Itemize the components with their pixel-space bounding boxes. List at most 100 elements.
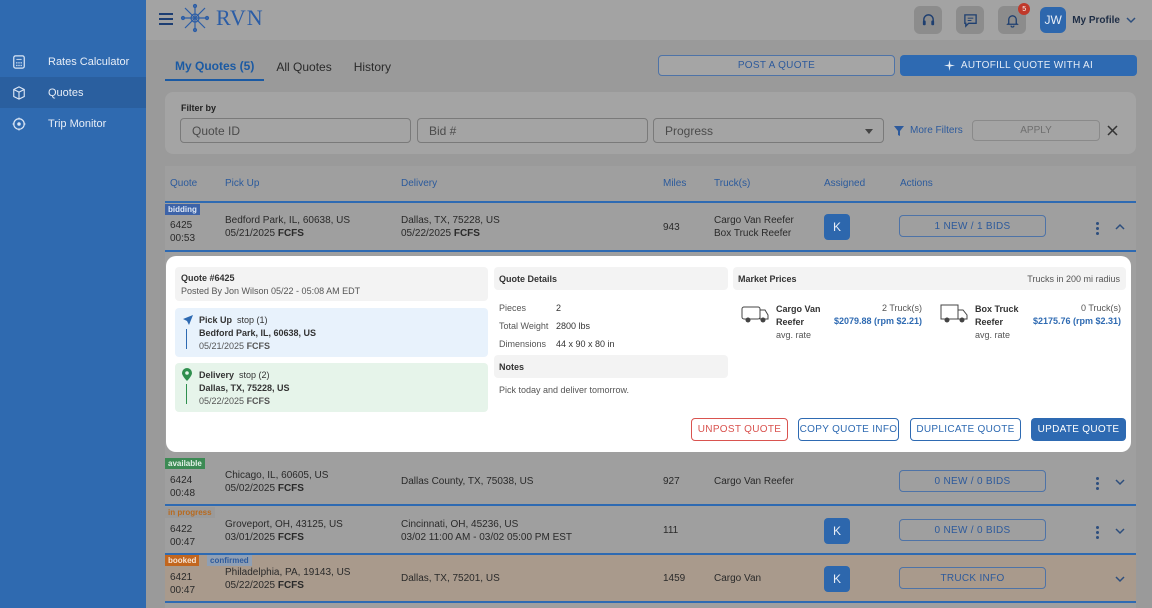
quote-id-input[interactable]: Quote ID [180, 118, 411, 143]
status-badge: booked [165, 555, 200, 566]
progress-select[interactable]: Progress [653, 118, 884, 143]
notes-header: Notes [494, 355, 728, 378]
pickup-date: 03/01/2025 FCFS [225, 532, 304, 543]
sidebar-item-trip-monitor[interactable]: Trip Monitor [0, 108, 146, 139]
more-filters-button[interactable]: More Filters [894, 125, 963, 136]
support-button[interactable] [914, 6, 943, 34]
truck-info-button[interactable]: TRUCK INFO [899, 567, 1046, 589]
copy-quote-info-button[interactable]: COPY QUOTE INFO [798, 418, 899, 441]
col-assigned[interactable]: Assigned [824, 178, 866, 189]
box-icon [13, 85, 25, 100]
apply-filters-button[interactable]: APPLY [972, 120, 1100, 141]
col-delivery[interactable]: Delivery [401, 178, 438, 189]
logo-icon [180, 3, 210, 33]
sparkle-icon [943, 60, 955, 71]
bids-button[interactable]: 1 NEW / 1 BIDS [899, 215, 1046, 237]
location-pin-icon [182, 368, 192, 381]
delivery-address: Dallas, TX, 75201, US [401, 573, 500, 584]
miles: 943 [663, 222, 680, 233]
quote-title: Quote #6425 [181, 273, 235, 283]
quote-id: 6422 [170, 524, 193, 535]
miles: 1459 [663, 573, 686, 584]
quote-id: 6424 [170, 475, 193, 486]
brand-name: RVN [216, 5, 264, 30]
delivery-label: Delivery stop (2) [199, 370, 270, 380]
pickup-date-value: 03/01/2025 [225, 532, 276, 543]
chat-icon [963, 13, 977, 28]
more-options-icon[interactable] [1096, 526, 1100, 541]
col-trucks[interactable]: Truck(s) [714, 178, 751, 189]
more-filters-label: More Filters [910, 125, 963, 136]
delivery-address: Cincinnati, OH, 45236, US [401, 519, 519, 530]
pickup-address: Philadelphia, PA, 19143, US [225, 567, 351, 578]
market-prices-header: Market Prices Trucks in 200 mi radius [733, 267, 1126, 290]
pickup-date-value: 05/21/2025 [199, 341, 245, 351]
notifications-button[interactable]: 5 [998, 3, 1031, 34]
col-quote[interactable]: Quote [170, 178, 198, 189]
filter-panel: Filter by Quote ID Bid # Progress More F… [165, 92, 1136, 154]
pickup-date: 05/21/2025 FCFS [199, 341, 270, 351]
compass-icon [12, 116, 26, 131]
quote-detail-panel: Quote #6425 Posted By Jon Wilson 05/22 -… [166, 256, 1131, 452]
autofill-label: AUTOFILL QUOTE WITH AI [960, 60, 1094, 71]
delivery-address: Dallas, TX, 75228, US [199, 383, 290, 393]
autofill-quote-button[interactable]: AUTOFILL QUOTE WITH AI [900, 55, 1137, 76]
chevron-down-icon[interactable] [1115, 477, 1125, 487]
weight-value: 2800 lbs [556, 321, 591, 331]
bids-button[interactable]: 0 NEW / 0 BIDS [899, 519, 1046, 541]
table-header: Quote Pick Up Delivery Miles Truck(s) As… [165, 166, 1136, 203]
table-row[interactable]: available 6424 00:48 Chicago, IL, 60605,… [165, 458, 1136, 506]
sidebar-item-label: Quotes [48, 86, 84, 99]
table-row[interactable]: booked confirmed 6421 00:47 Philadelphia… [165, 555, 1136, 603]
chevron-down-icon[interactable] [1115, 574, 1125, 584]
tab-my-quotes[interactable]: My Quotes (5) [165, 52, 265, 81]
close-icon[interactable] [1107, 125, 1118, 136]
duplicate-quote-button[interactable]: DUPLICATE QUOTE [910, 418, 1021, 441]
assigned-avatar[interactable]: K [824, 214, 850, 240]
unpost-quote-button[interactable]: UNPOST QUOTE [691, 418, 788, 441]
truck-type: Cargo Van [714, 573, 762, 584]
sidebar-item-rates-calculator[interactable]: Rates Calculator [0, 46, 146, 77]
delivery-title: Delivery [199, 370, 235, 380]
sidebar: Rates Calculator Quotes Trip Monitor [0, 0, 146, 608]
chevron-up-icon[interactable] [1115, 222, 1125, 232]
bid-number-input[interactable]: Bid # [417, 118, 648, 143]
tab-all-quotes[interactable]: All Quotes [276, 59, 332, 74]
table-row[interactable]: in progress 6422 00:47 Groveport, OH, 43… [165, 507, 1136, 555]
col-miles[interactable]: Miles [663, 178, 687, 189]
stop-connector [186, 384, 187, 404]
pickup-address: Bedford Park, IL, 60638, US [225, 215, 351, 226]
pickup-date: 05/22/2025 FCFS [225, 580, 304, 591]
weight-label: Total Weight [499, 321, 549, 331]
pickup-tag: FCFS [277, 483, 304, 494]
update-quote-button[interactable]: UPDATE QUOTE [1031, 418, 1126, 441]
tab-history[interactable]: History [353, 59, 392, 74]
messages-button[interactable] [956, 6, 985, 34]
chevron-down-icon[interactable] [1126, 15, 1136, 25]
profile-menu-label[interactable]: My Profile [1072, 14, 1120, 26]
quote-details-header: Quote Details [494, 267, 728, 290]
quote-id: 6421 [170, 572, 193, 583]
quote-time: 00:47 [170, 537, 196, 548]
assigned-avatar[interactable]: K [824, 566, 850, 592]
market-price: $2175.76 (rpm $2.31) [1032, 316, 1121, 326]
status-badge: bidding [165, 204, 200, 215]
sidebar-item-quotes[interactable]: Quotes [0, 77, 146, 108]
menu-toggle[interactable] [159, 13, 173, 28]
post-quote-button[interactable]: POST A QUOTE [658, 55, 895, 76]
more-options-icon[interactable] [1096, 222, 1100, 237]
avatar[interactable]: JW [1040, 7, 1067, 33]
sidebar-item-label: Rates Calculator [48, 55, 130, 68]
status-badge: available [165, 458, 205, 469]
notes-text: Pick today and deliver tomorrow. [499, 385, 630, 395]
quote-details-title: Quote Details [499, 274, 558, 284]
notification-badge: 5 [1018, 3, 1031, 15]
market-prices-title: Market Prices [738, 274, 797, 284]
more-options-icon[interactable] [1096, 477, 1100, 492]
assigned-avatar[interactable]: K [824, 518, 850, 544]
bids-button[interactable]: 0 NEW / 0 BIDS [899, 470, 1046, 492]
bell-icon [1005, 14, 1019, 28]
col-pickup[interactable]: Pick Up [225, 178, 260, 189]
chevron-down-icon[interactable] [1115, 526, 1125, 536]
table-row[interactable]: bidding 6425 00:53 Bedford Park, IL, 606… [165, 204, 1136, 252]
